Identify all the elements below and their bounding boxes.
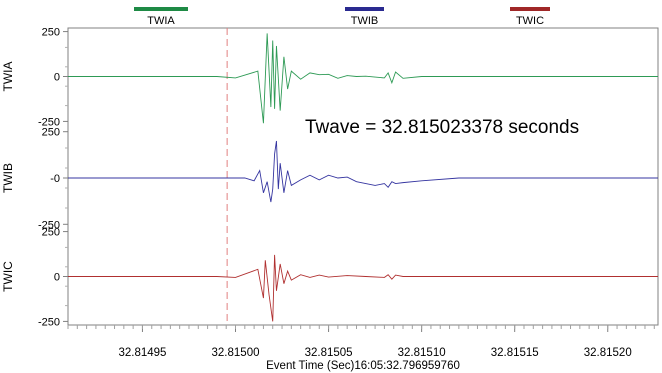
x-tick-label: 32.81515: [491, 347, 539, 359]
y-axis-label-twib: TWIB: [1, 163, 15, 193]
y-tick-label-twib: 250: [42, 127, 60, 139]
legend-swatch-twib: [345, 7, 384, 11]
trace-twia: [68, 33, 658, 124]
legend: TWIA TWIB TWIC: [134, 7, 550, 27]
y-tick-label-twia: 0: [54, 72, 60, 84]
x-axis: 32.81495 32.81500 32.81505 32.81510 32.81515…: [67, 325, 655, 359]
x-tick-label: 32.81505: [305, 347, 353, 359]
y-tick-label-twic: -250: [38, 316, 60, 328]
y-tick-label-twic: 250: [42, 227, 60, 239]
traces: [68, 33, 658, 322]
y-tick-label-twia: -250: [38, 116, 60, 128]
x-tick-label: 32.81510: [398, 347, 446, 359]
y-axis-label-twia: TWIA: [1, 62, 15, 92]
y-tick-label-twib: -250: [38, 219, 60, 231]
y-tick-label-twib: -0: [50, 173, 60, 185]
y-axis-label-twic: TWIC: [1, 261, 15, 292]
x-tick-label: 32.81500: [212, 347, 260, 359]
plot-area: [67, 27, 659, 326]
y-axes: 250 0 -250 TWIA 250 -0 -250 TWIB 250 0 -250 TWIC: [1, 27, 68, 328]
y-tick-label-twia: 250: [42, 27, 60, 39]
trace-twib: [68, 140, 658, 203]
trace-twic: [68, 254, 658, 322]
legend-swatch-twic: [510, 7, 550, 11]
legend-label-twia: TWIA: [147, 15, 175, 27]
x-tick-label: 32.81495: [118, 347, 166, 359]
x-tick-label: 32.81520: [584, 347, 632, 359]
x-axis-label: Event Time (Sec)16:05:32.796959760: [266, 360, 460, 372]
twave-annotation: Twave = 32.815023378 seconds: [305, 117, 579, 138]
y-tick-label-twic: 0: [54, 272, 60, 284]
legend-label-twib: TWIB: [351, 15, 379, 27]
legend-swatch-twia: [134, 7, 188, 11]
legend-label-twic: TWIC: [516, 15, 544, 27]
